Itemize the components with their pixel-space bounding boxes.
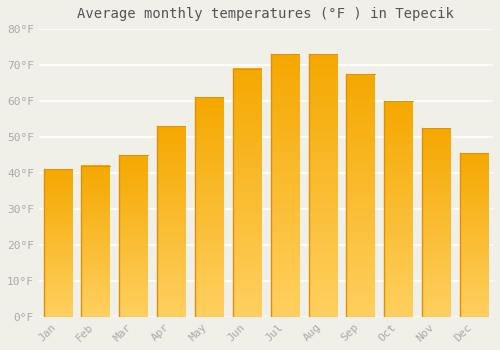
- Title: Average monthly temperatures (°F ) in Tepecik: Average monthly temperatures (°F ) in Te…: [78, 7, 454, 21]
